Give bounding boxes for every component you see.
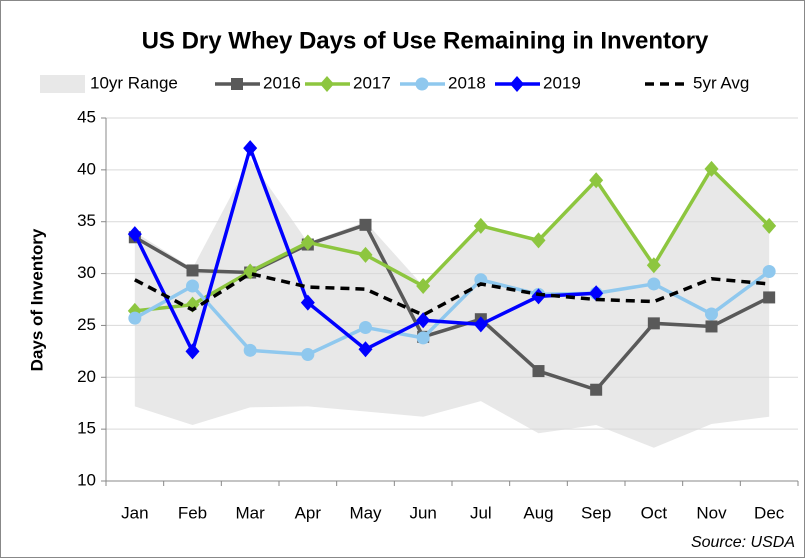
y-tick-label: 10 [77,470,96,489]
series-line [133,270,771,357]
x-tick-label: Jan [121,503,148,522]
marker [231,78,243,90]
marker [359,218,372,231]
legend-label: 2018 [448,73,486,92]
marker [647,277,661,291]
legend-swatch [40,75,85,93]
series-line [134,271,770,318]
series-line [133,222,770,392]
marker [704,160,719,177]
marker [358,341,373,358]
marker [320,76,334,92]
x-tick-label: Jul [470,503,492,522]
x-tick-label: Apr [295,503,322,522]
legend-label: 10yr Range [90,73,178,92]
x-tick-label: Oct [641,503,668,522]
marker [186,279,199,293]
x-tick-label: Feb [178,503,207,522]
marker [300,234,315,251]
marker [416,312,431,329]
marker [762,264,776,278]
x-tick-label: Sep [581,503,611,522]
x-tick-label: Mar [236,503,266,522]
x-tick-label: May [349,503,382,522]
x-tick-label: Nov [696,503,727,522]
marker [762,217,777,234]
marker [128,311,142,325]
y-tick-label: 25 [77,315,96,334]
marker [186,264,199,277]
marker [646,257,661,274]
marker [473,217,488,234]
y-tick-label: 15 [77,419,96,438]
marker [647,317,660,330]
marker [510,76,524,92]
x-tick-label: Aug [523,503,553,522]
y-tick-label: 20 [77,367,96,386]
marker [473,316,488,333]
marker [359,321,372,335]
marker [705,307,718,321]
marker [531,288,546,305]
marker [185,343,200,360]
marker [416,331,430,345]
marker [243,343,257,357]
marker [705,320,718,333]
y-tick-label: 45 [77,107,96,126]
chart-title: US Dry Whey Days of Use Remaining in Inv… [142,27,709,54]
y-axis-label: Days of Inventory [27,228,46,371]
marker [301,347,315,361]
series-line [134,166,771,313]
marker [358,246,373,263]
legend-label: 2017 [353,73,391,92]
marker [531,232,546,249]
x-tick-label: Jun [409,503,436,522]
marker [763,291,776,304]
y-tick-label: 30 [77,263,96,282]
y-tick-label: 40 [77,159,96,178]
marker [532,365,545,378]
marker [416,278,431,295]
marker [127,226,142,243]
legend-label: 2016 [263,73,301,92]
marker [589,172,604,189]
marker [300,294,315,311]
x-tick-label: Dec [754,503,785,522]
marker [243,140,258,157]
marker [589,285,604,302]
legend-label: 2019 [543,73,581,92]
marker [415,77,429,91]
y-tick-label: 35 [77,211,96,230]
marker [590,383,603,396]
source: Source: USDA [691,534,795,551]
legend-label: 5yr Avg [693,73,749,92]
